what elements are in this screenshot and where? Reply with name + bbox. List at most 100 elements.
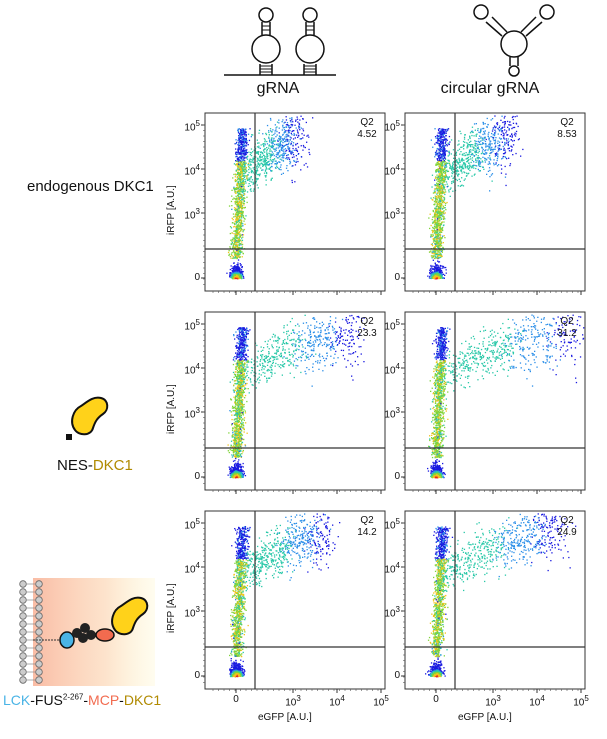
- scatter-point: [244, 138, 246, 140]
- scatter-point: [282, 119, 284, 121]
- scatter-point: [288, 129, 290, 131]
- scatter-point: [271, 137, 273, 139]
- scatter-point: [298, 125, 300, 127]
- scatter-point: [430, 250, 432, 252]
- scatter-point: [236, 219, 238, 221]
- scatter-point: [271, 151, 274, 153]
- scatter-point: [276, 166, 279, 169]
- scatter-point: [503, 149, 505, 151]
- scatter-point: [274, 163, 276, 165]
- scatter-point: [242, 194, 244, 196]
- scatter-point: [462, 140, 465, 143]
- scatter-point: [446, 150, 448, 152]
- scatter-point: [444, 177, 447, 179]
- scatter-point: [475, 140, 477, 143]
- scatter-point: [431, 198, 433, 201]
- scatter-point: [236, 151, 238, 153]
- scatter-point: [482, 156, 484, 158]
- scatter-point: [269, 139, 271, 141]
- scatter-point: [269, 148, 271, 150]
- scatter-point: [434, 244, 437, 246]
- scatter-point: [443, 145, 446, 147]
- scatter-point: [287, 134, 289, 136]
- scatter-point: [236, 164, 238, 166]
- scatter-point: [235, 246, 237, 248]
- scatter-point: [491, 132, 493, 135]
- scatter-point: [238, 275, 241, 277]
- scatter-point: [245, 166, 247, 169]
- scatter-point: [244, 166, 246, 168]
- scatter-point: [438, 234, 440, 236]
- scatter-point: [231, 275, 234, 277]
- scatter-point: [437, 271, 439, 273]
- scatter-point: [437, 176, 439, 178]
- scatter-point: [234, 198, 236, 200]
- scatter-point: [501, 129, 503, 132]
- scatter-point: [236, 270, 239, 273]
- scatter-point: [436, 276, 438, 278]
- scatter-point: [435, 137, 437, 139]
- scatter-point: [234, 190, 236, 192]
- scatter-point: [287, 132, 290, 134]
- scatter-point: [285, 167, 288, 169]
- scatter-point: [238, 269, 240, 271]
- scatter-point: [263, 155, 266, 157]
- scatter-point: [265, 132, 267, 135]
- scatter-point: [447, 177, 449, 179]
- scatter-point: [434, 197, 436, 199]
- scatter-point: [265, 164, 267, 166]
- scatter-point: [438, 211, 440, 213]
- scatter-point: [238, 240, 241, 242]
- scatter-point: [515, 133, 517, 135]
- scatter-point: [286, 149, 288, 151]
- scatter-point: [500, 138, 503, 140]
- scatter-point: [241, 172, 243, 174]
- scatter-point: [240, 180, 242, 182]
- scatter-point: [244, 206, 246, 209]
- scatter-point: [270, 178, 272, 180]
- scatter-point: [292, 145, 294, 147]
- scatter-point: [259, 160, 261, 162]
- scatter-point: [243, 196, 245, 199]
- scatter-point: [245, 145, 248, 147]
- scatter-point: [507, 144, 510, 147]
- scatter-point: [441, 177, 443, 179]
- scatter-point: [440, 250, 442, 252]
- scatter-point: [242, 156, 244, 158]
- scatter-point: [270, 160, 272, 162]
- scatter-point: [278, 143, 280, 145]
- scatter-point: [450, 165, 452, 168]
- scatter-point: [308, 345, 310, 347]
- scatter-point: [464, 154, 466, 156]
- scatter-point: [479, 132, 481, 134]
- scatter-point: [239, 236, 241, 238]
- scatter-point: [432, 257, 434, 259]
- scatter-point: [241, 183, 243, 185]
- scatter-point: [235, 233, 238, 235]
- scatter-point: [436, 208, 438, 211]
- scatter-point: [241, 273, 244, 275]
- scatter-point: [439, 174, 441, 176]
- scatter-point: [430, 139, 432, 141]
- scatter-point: [439, 266, 441, 268]
- scatter-point: [436, 241, 438, 243]
- scatter-point: [479, 161, 481, 163]
- scatter-point: [240, 277, 242, 279]
- scatter-point: [504, 144, 506, 146]
- scatter-point: [430, 274, 432, 276]
- scatter-point: [435, 268, 437, 270]
- scatter-point: [502, 135, 504, 137]
- scatter-point: [291, 124, 294, 126]
- scatter-point: [241, 133, 243, 135]
- scatter-point: [231, 240, 233, 242]
- scatter-point: [434, 276, 436, 279]
- scatter-point: [239, 156, 241, 158]
- flow-plot-panel: [201, 311, 386, 494]
- scatter-point: [261, 164, 264, 166]
- scatter-point: [442, 142, 444, 144]
- scatter-point: [238, 140, 241, 142]
- scatter-point: [283, 151, 285, 153]
- scatter-point: [491, 143, 493, 145]
- scatter-point: [478, 131, 480, 133]
- scatter-point: [240, 148, 242, 150]
